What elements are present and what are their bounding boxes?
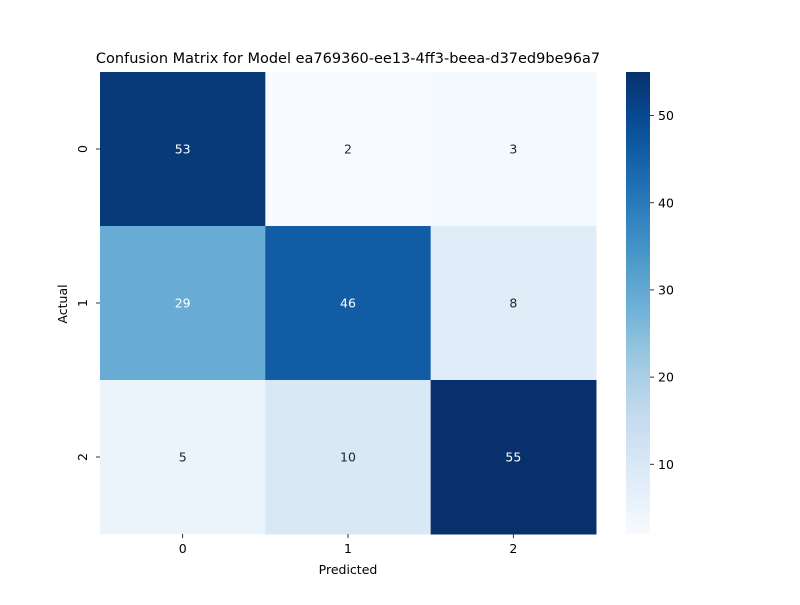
y-axis: 0 1 2 xyxy=(75,145,100,461)
x-tick-label: 2 xyxy=(509,541,517,556)
heatmap-cell-labels: 53 2 3 29 46 8 5 10 55 xyxy=(175,142,522,465)
heatmap-cell-r1-c2 xyxy=(430,226,597,381)
y-axis-label: Actual xyxy=(55,284,70,323)
colorbar: 10 20 30 40 50 xyxy=(626,72,674,534)
heatmap-cell-r2-c2 xyxy=(430,380,597,535)
heatmap-cell-r2-c0 xyxy=(100,380,266,535)
heatmap-cell-r1-c0 xyxy=(100,226,266,381)
chart-title: Confusion Matrix for Model ea769360-ee13… xyxy=(96,51,600,67)
colorbar-tick-label: 40 xyxy=(658,195,674,210)
cell-value-label: 10 xyxy=(340,450,356,465)
cell-value-label: 46 xyxy=(340,296,356,311)
heatmap-cell-r1-c1 xyxy=(265,226,432,381)
heatmap-cell-r0-c0 xyxy=(100,72,266,227)
colorbar-tick-label: 30 xyxy=(658,282,674,297)
x-tick-label: 0 xyxy=(179,541,187,556)
x-tick-label: 1 xyxy=(344,541,352,556)
heatmap-cells xyxy=(100,72,597,535)
cell-value-label: 8 xyxy=(509,296,517,311)
y-tick-label: 1 xyxy=(75,299,90,307)
colorbar-tick-label: 10 xyxy=(658,457,674,472)
cell-value-label: 55 xyxy=(505,450,521,465)
cell-value-label: 2 xyxy=(344,142,352,157)
heatmap-cell-r0-c2 xyxy=(430,72,597,227)
x-axis-label: Predicted xyxy=(319,562,378,577)
colorbar-gradient xyxy=(626,72,650,534)
colorbar-tick-label: 50 xyxy=(658,108,674,123)
y-tick-label: 0 xyxy=(75,145,90,153)
colorbar-tick-label: 20 xyxy=(658,370,674,385)
y-tick-label: 2 xyxy=(75,453,90,461)
cell-value-label: 5 xyxy=(179,450,187,465)
x-axis: 0 1 2 xyxy=(179,534,517,556)
heatmap-cell-r2-c1 xyxy=(265,380,432,535)
cell-value-label: 29 xyxy=(175,296,191,311)
cell-value-label: 3 xyxy=(509,142,517,157)
cell-value-label: 53 xyxy=(175,142,191,157)
heatmap-cell-r0-c1 xyxy=(265,72,432,227)
